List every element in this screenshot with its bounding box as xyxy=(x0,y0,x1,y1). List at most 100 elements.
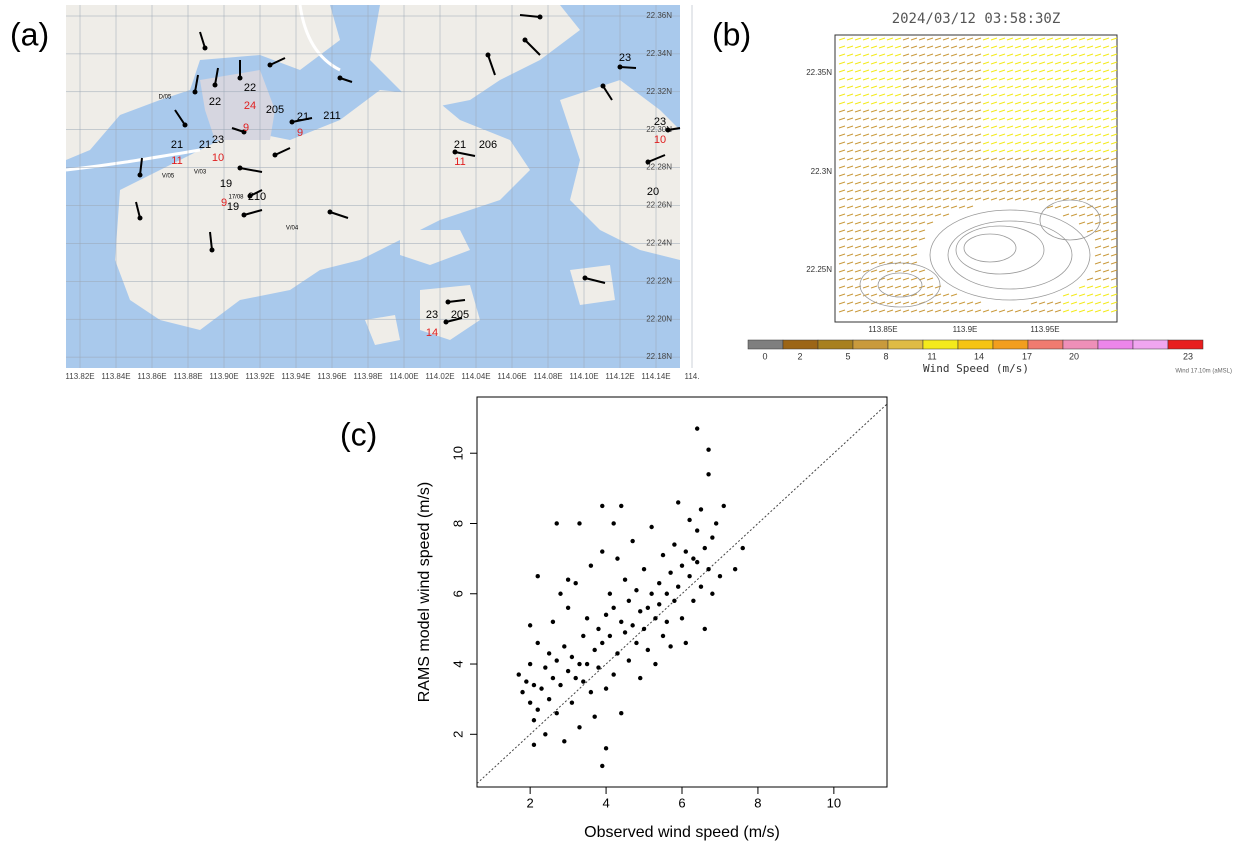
wind-vector xyxy=(910,181,918,185)
lon-label: 113.94E xyxy=(281,372,310,381)
wind-vector xyxy=(1006,45,1014,49)
colorbar-box xyxy=(747,339,784,350)
wind-vector xyxy=(966,45,974,49)
wind-vector xyxy=(918,293,926,297)
wind-vector xyxy=(1054,157,1062,161)
wind-vector xyxy=(1086,125,1094,129)
point xyxy=(584,661,590,667)
lon-label: 113.85E xyxy=(868,325,897,334)
station-dot xyxy=(182,122,188,128)
wind-vector xyxy=(1030,141,1038,145)
wind-vector xyxy=(950,205,958,209)
wind-vector xyxy=(878,229,886,233)
wind-vector xyxy=(846,293,854,297)
wind-vector xyxy=(878,133,886,137)
wind-vector xyxy=(854,301,862,305)
wind-vector xyxy=(1014,109,1022,113)
point xyxy=(543,732,548,737)
wind-vector xyxy=(926,221,934,225)
station-dot xyxy=(137,172,143,178)
wind-vector xyxy=(870,237,878,241)
wind-vector xyxy=(1110,197,1118,201)
wind-vector xyxy=(966,189,974,193)
wind-vector xyxy=(1070,69,1078,73)
point xyxy=(569,700,575,705)
wind-vector xyxy=(990,189,998,193)
point xyxy=(600,640,605,646)
wind-vector xyxy=(1006,149,1014,153)
wind-vector xyxy=(982,109,990,113)
lon-label: 113.82E xyxy=(65,372,94,381)
wind-vector xyxy=(846,141,854,145)
lat-label: 22.35N xyxy=(806,68,832,77)
wind-vector xyxy=(894,149,902,153)
wind-vector xyxy=(854,261,862,265)
wind-vector xyxy=(1062,37,1070,41)
wind-vector xyxy=(1062,149,1070,153)
colorbar-tick-label: 2 xyxy=(797,351,802,361)
wind-vector xyxy=(950,93,958,97)
point xyxy=(706,472,711,477)
wind-vector xyxy=(1102,213,1110,217)
wind-vector xyxy=(1102,261,1110,265)
wind-vector xyxy=(1094,149,1102,153)
wind-vector xyxy=(1022,173,1030,177)
wind-barb xyxy=(445,317,463,323)
wind-vector xyxy=(878,189,886,193)
wind-vector xyxy=(870,229,878,233)
wind-vector xyxy=(926,125,934,129)
wind-vector xyxy=(1094,269,1102,273)
wind-vector xyxy=(878,205,886,209)
station-label: 24 xyxy=(244,100,256,112)
wind-vector xyxy=(1102,37,1110,41)
wind-vector xyxy=(1030,101,1038,105)
land xyxy=(400,230,470,265)
x-tick-label: 4 xyxy=(602,795,609,810)
wind-vector xyxy=(990,109,998,113)
wind-barb xyxy=(174,109,186,126)
wind-vector xyxy=(1102,77,1110,81)
wind-barb xyxy=(194,74,199,93)
wind-vector xyxy=(1086,45,1094,49)
wind-vector xyxy=(1014,101,1022,105)
wind-vector xyxy=(894,101,902,105)
panel-label: (a) xyxy=(10,16,49,52)
wind-vector xyxy=(894,269,902,273)
point xyxy=(546,651,552,656)
wind-vector xyxy=(974,157,982,161)
wind-vector xyxy=(1086,229,1094,233)
wind-vector xyxy=(942,165,950,169)
wind-vector xyxy=(1022,133,1030,137)
wind-vector xyxy=(1006,165,1014,169)
wind-vector xyxy=(1054,77,1062,81)
wind-vector xyxy=(1110,261,1118,265)
wind-vector xyxy=(1062,101,1070,105)
x-tick-label: 8 xyxy=(754,795,761,810)
point xyxy=(638,609,643,614)
point xyxy=(649,591,654,596)
wind-vector xyxy=(1030,85,1038,89)
wind-vector xyxy=(1014,197,1022,201)
wind-vector xyxy=(1054,205,1062,209)
wind-vector xyxy=(854,53,862,57)
wind-vector xyxy=(1070,117,1078,121)
wind-vector xyxy=(1070,141,1078,145)
point xyxy=(558,682,563,688)
wind-vector xyxy=(1102,189,1110,193)
wind-vector xyxy=(910,93,918,97)
y-tick-label: 10 xyxy=(450,446,465,460)
station-dot xyxy=(337,75,343,81)
wind-vector xyxy=(958,301,966,305)
wind-vector xyxy=(1102,173,1110,177)
colorbar-label: Wind Speed (m/s) xyxy=(923,362,1029,375)
wind-vector xyxy=(854,237,862,241)
wind-vector xyxy=(958,189,966,193)
wind-vector xyxy=(1086,53,1094,57)
airport xyxy=(200,70,275,140)
wind-vector xyxy=(902,189,910,193)
wind-vector xyxy=(910,45,918,49)
wind-vector xyxy=(1022,37,1030,41)
wind-vector xyxy=(870,53,878,57)
wind-vector xyxy=(1054,149,1062,153)
